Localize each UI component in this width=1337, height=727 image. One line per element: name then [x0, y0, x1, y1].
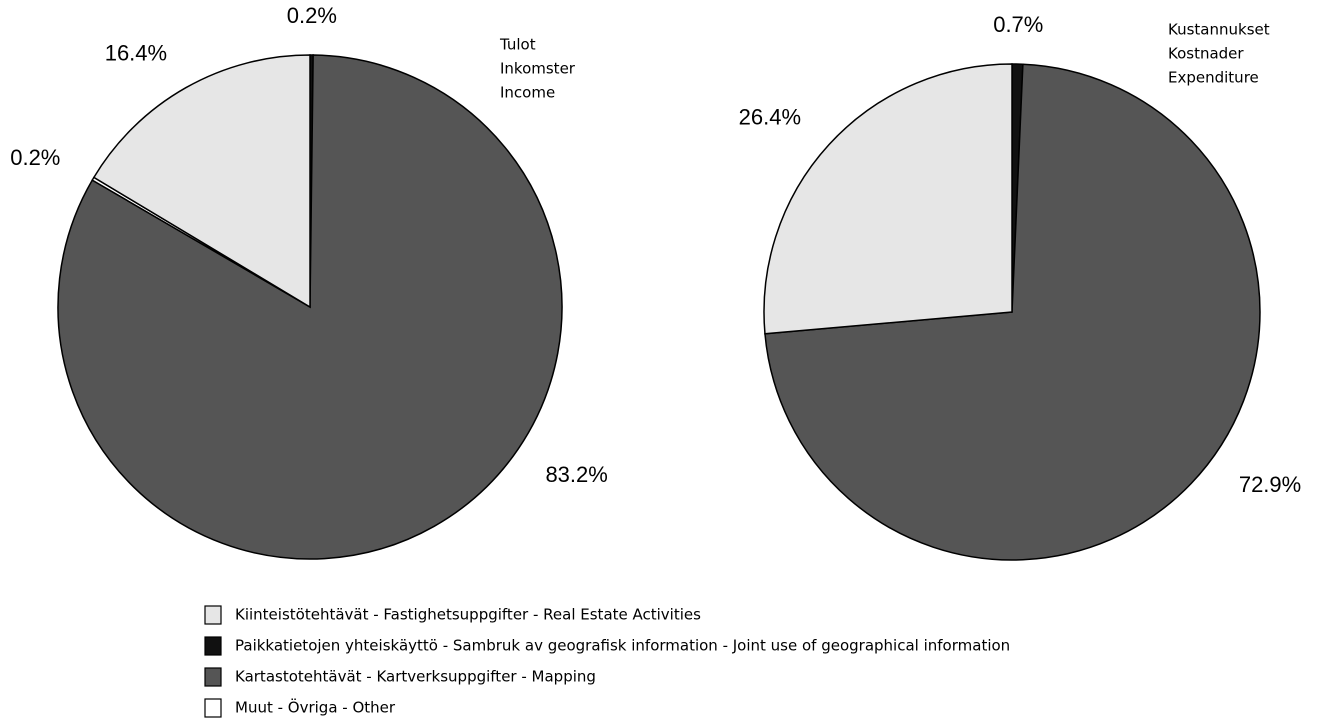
chart-title: Kostnader	[1168, 45, 1244, 63]
chart-title: Income	[500, 84, 555, 102]
value-label: 83.2%	[545, 462, 607, 487]
legend-swatch	[204, 698, 222, 718]
value-label: 72.9%	[1239, 472, 1301, 497]
chart-title: Tulot	[499, 36, 536, 54]
legend-label: Muut - Övriga - Other	[235, 698, 396, 717]
value-label: 26.4%	[739, 105, 801, 130]
legend-label: Kiinteistötehtävät - Fastighetsuppgifter…	[235, 606, 701, 624]
value-label: 16.4%	[105, 40, 167, 65]
legend-swatch	[204, 636, 222, 656]
legend-label: Kartastotehtävät - Kartverksuppgifter - …	[235, 668, 596, 686]
value-label: 0.2%	[10, 145, 60, 170]
value-label: 0.2%	[287, 3, 337, 28]
pie-slice	[763, 63, 1013, 335]
legend-swatch	[204, 605, 222, 625]
legend-label: Paikkatietojen yhteiskäyttö - Sambruk av…	[235, 637, 1010, 655]
legend-swatch	[204, 667, 222, 687]
chart-title: Inkomster	[500, 60, 576, 78]
chart-title: Expenditure	[1168, 69, 1259, 87]
pie-slice	[92, 54, 311, 309]
value-label: 0.7%	[993, 12, 1043, 37]
chart-title: Kustannukset	[1168, 21, 1270, 39]
